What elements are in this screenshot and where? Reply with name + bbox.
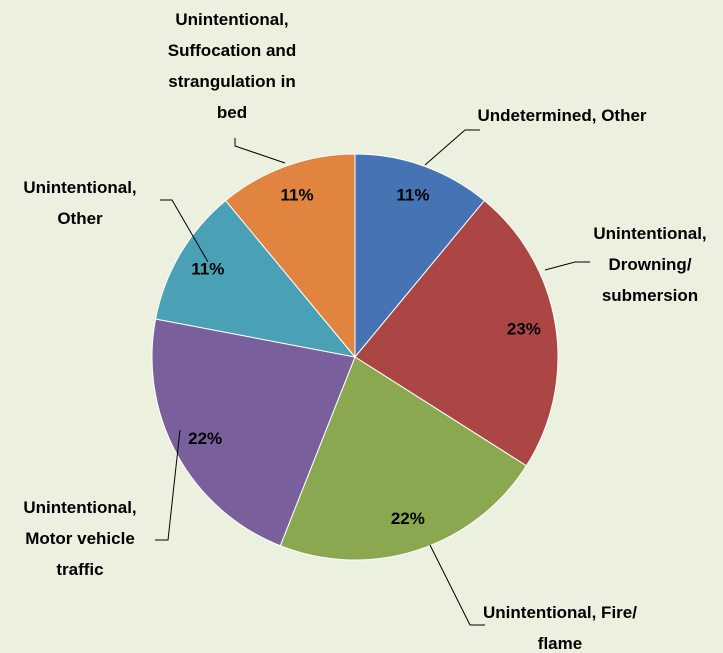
data-label: 11% (191, 259, 224, 278)
category-label: Unintentional, Other (23, 178, 137, 228)
leader-line (155, 429, 181, 541)
leader-line (544, 261, 590, 271)
pie-slice (279, 356, 528, 561)
data-label: 11% (281, 186, 314, 205)
leader-line (424, 129, 480, 166)
category-label: Unintentional, Motor vehicle traffic (23, 498, 137, 579)
data-label: 22% (391, 509, 425, 528)
category-label: Unintentional, Drowning/ submersion (593, 224, 707, 305)
leader-line (429, 544, 485, 626)
leader-line (160, 199, 209, 263)
data-label: 22% (188, 429, 222, 448)
category-label: Unintentional, Fire/ flame (483, 603, 637, 653)
data-label: 11% (396, 186, 429, 205)
pie-slice (224, 153, 356, 359)
pie-slice (354, 153, 486, 359)
pie-slice (354, 199, 559, 467)
category-label: Unintentional, Suffocation and strangula… (167, 10, 297, 122)
category-label: Undetermined, Other (477, 106, 647, 125)
pie-slice (155, 199, 357, 358)
data-label: 23% (507, 320, 541, 339)
leader-line (234, 138, 286, 164)
